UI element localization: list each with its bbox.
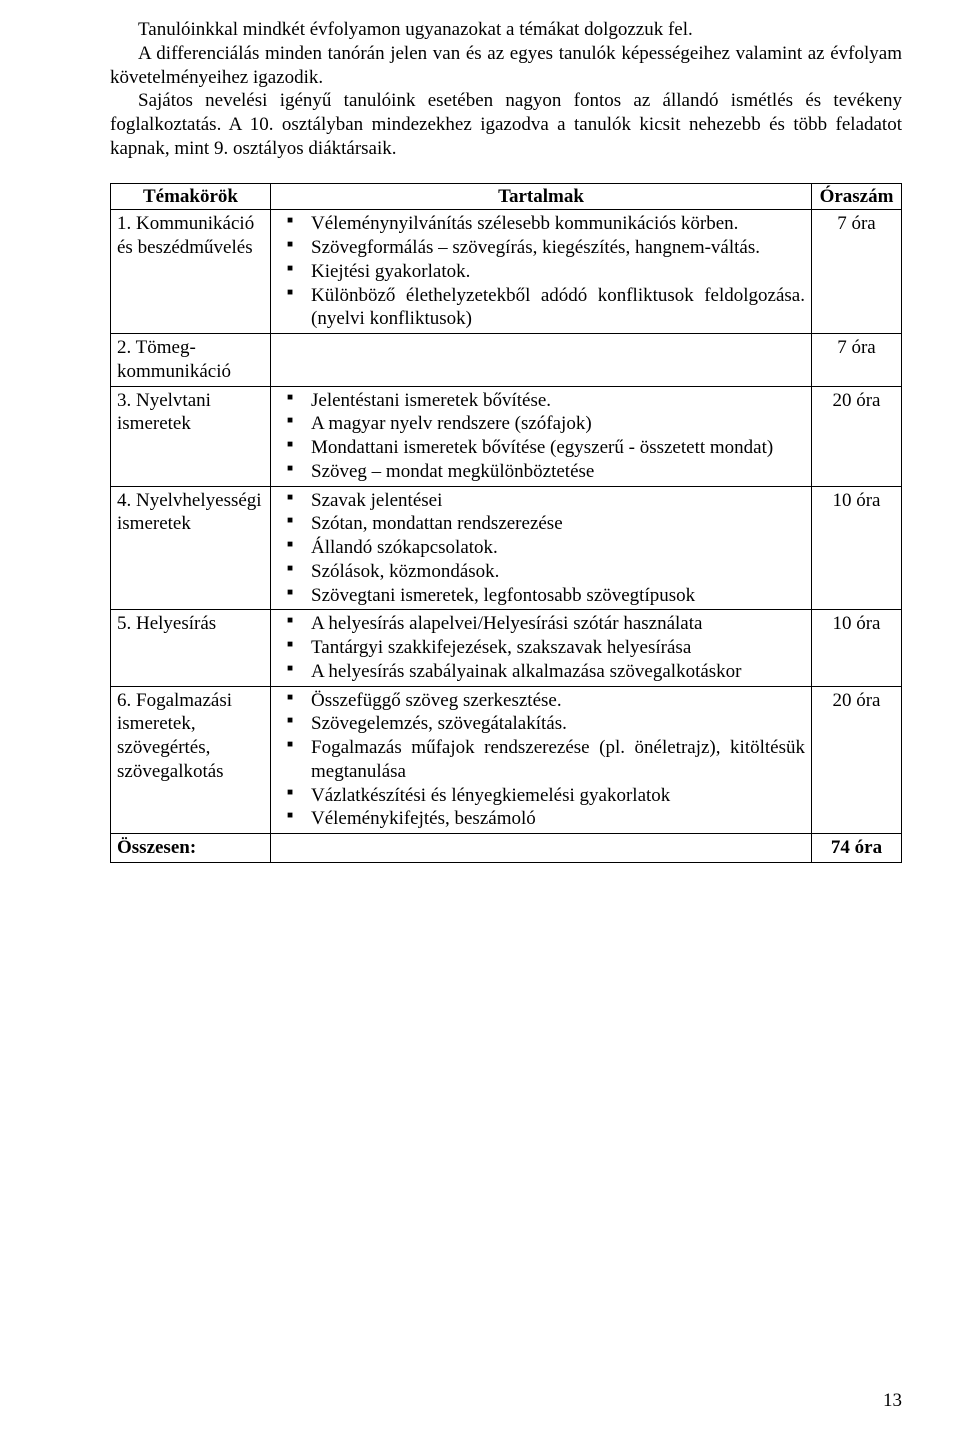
list-item: A magyar nyelv rendszere (szófajok) <box>311 412 805 436</box>
list-item: Tantárgyi szakkifejezések, szakszavak he… <box>311 636 805 660</box>
intro-paragraph-2: A differenciálás minden tanórán jelen va… <box>110 42 902 90</box>
intro-paragraph-1: Tanulóinkkal mindkét évfolyamon ugyanazo… <box>110 18 902 42</box>
hours-cell: 10 óra <box>812 610 902 686</box>
content-list: Összefüggő szöveg szerkesztése. Szövegel… <box>277 689 805 832</box>
topic-cell: 4. Nyelvhelyességi ismeretek <box>111 486 271 610</box>
content-list: Véleménynyilvánítás szélesebb kommunikác… <box>277 212 805 331</box>
table-row: 1. Kommunikáció és beszédművelés Vélemén… <box>111 210 902 334</box>
list-item: Szövegelemzés, szövegátalakítás. <box>311 712 805 736</box>
list-item: A helyesírás szabályainak alkalmazása sz… <box>311 660 805 684</box>
content-cell: Szavak jelentései Szótan, mondattan rend… <box>271 486 812 610</box>
table-row: 3. Nyelvtani ismeretek Jelentéstani isme… <box>111 386 902 486</box>
content-list: A helyesírás alapelvei/Helyesírási szótá… <box>277 612 805 683</box>
list-item: Állandó szókapcsolatok. <box>311 536 805 560</box>
table-total-row: Összesen: 74 óra <box>111 834 902 863</box>
hours-cell: 20 óra <box>812 386 902 486</box>
list-item: Különböző élethelyzetekből adódó konflik… <box>311 284 805 332</box>
curriculum-table: Témakörök Tartalmak Óraszám 1. Kommuniká… <box>110 183 902 863</box>
intro-block: Tanulóinkkal mindkét évfolyamon ugyanazo… <box>110 18 902 161</box>
topic-cell: 5. Helyesírás <box>111 610 271 686</box>
header-topics: Témakörök <box>111 183 271 210</box>
list-item: Mondattani ismeretek bővítése (egyszerű … <box>311 436 805 460</box>
topic-cell: 1. Kommunikáció és beszédművelés <box>111 210 271 334</box>
page-number: 13 <box>883 1390 902 1412</box>
topic-cell: 2. Tömeg-kommunikáció <box>111 334 271 387</box>
content-cell: Összefüggő szöveg szerkesztése. Szövegel… <box>271 686 812 834</box>
list-item: Összefüggő szöveg szerkesztése. <box>311 689 805 713</box>
page: Tanulóinkkal mindkét évfolyamon ugyanazo… <box>0 0 960 1436</box>
list-item: A helyesírás alapelvei/Helyesírási szótá… <box>311 612 805 636</box>
intro-paragraph-3: Sajátos nevelési igényű tanulóink esetéb… <box>110 89 902 160</box>
list-item: Fogalmazás műfajok rendszerezése (pl. ön… <box>311 736 805 784</box>
hours-cell: 7 óra <box>812 210 902 334</box>
hours-cell: 20 óra <box>812 686 902 834</box>
content-list: Szavak jelentései Szótan, mondattan rend… <box>277 489 805 608</box>
table-header-row: Témakörök Tartalmak Óraszám <box>111 183 902 210</box>
content-cell <box>271 334 812 387</box>
total-empty <box>271 834 812 863</box>
list-item: Véleménynyilvánítás szélesebb kommunikác… <box>311 212 805 236</box>
list-item: Véleménykifejtés, beszámoló <box>311 807 805 831</box>
table-row: 6. Fogalmazási ismeretek, szövegértés, s… <box>111 686 902 834</box>
header-hours: Óraszám <box>812 183 902 210</box>
content-cell: Véleménynyilvánítás szélesebb kommunikác… <box>271 210 812 334</box>
content-cell: Jelentéstani ismeretek bővítése. A magya… <box>271 386 812 486</box>
list-item: Szólások, közmondások. <box>311 560 805 584</box>
topic-cell: 3. Nyelvtani ismeretek <box>111 386 271 486</box>
hours-cell: 7 óra <box>812 334 902 387</box>
content-cell: A helyesírás alapelvei/Helyesírási szótá… <box>271 610 812 686</box>
table-row: 4. Nyelvhelyességi ismeretek Szavak jele… <box>111 486 902 610</box>
list-item: Szöveg – mondat megkülönböztetése <box>311 460 805 484</box>
table-row: 2. Tömeg-kommunikáció 7 óra <box>111 334 902 387</box>
list-item: Kiejtési gyakorlatok. <box>311 260 805 284</box>
hours-cell: 10 óra <box>812 486 902 610</box>
content-list: Jelentéstani ismeretek bővítése. A magya… <box>277 389 805 484</box>
list-item: Szavak jelentései <box>311 489 805 513</box>
list-item: Szövegtani ismeretek, legfontosabb szöve… <box>311 584 805 608</box>
total-label: Összesen: <box>111 834 271 863</box>
list-item: Szótan, mondattan rendszerezése <box>311 512 805 536</box>
list-item: Szövegformálás – szövegírás, kiegészítés… <box>311 236 805 260</box>
table-row: 5. Helyesírás A helyesírás alapelvei/Hel… <box>111 610 902 686</box>
list-item: Jelentéstani ismeretek bővítése. <box>311 389 805 413</box>
list-item: Vázlatkészítési és lényegkiemelési gyako… <box>311 784 805 808</box>
topic-cell: 6. Fogalmazási ismeretek, szövegértés, s… <box>111 686 271 834</box>
header-content: Tartalmak <box>271 183 812 210</box>
total-hours: 74 óra <box>812 834 902 863</box>
